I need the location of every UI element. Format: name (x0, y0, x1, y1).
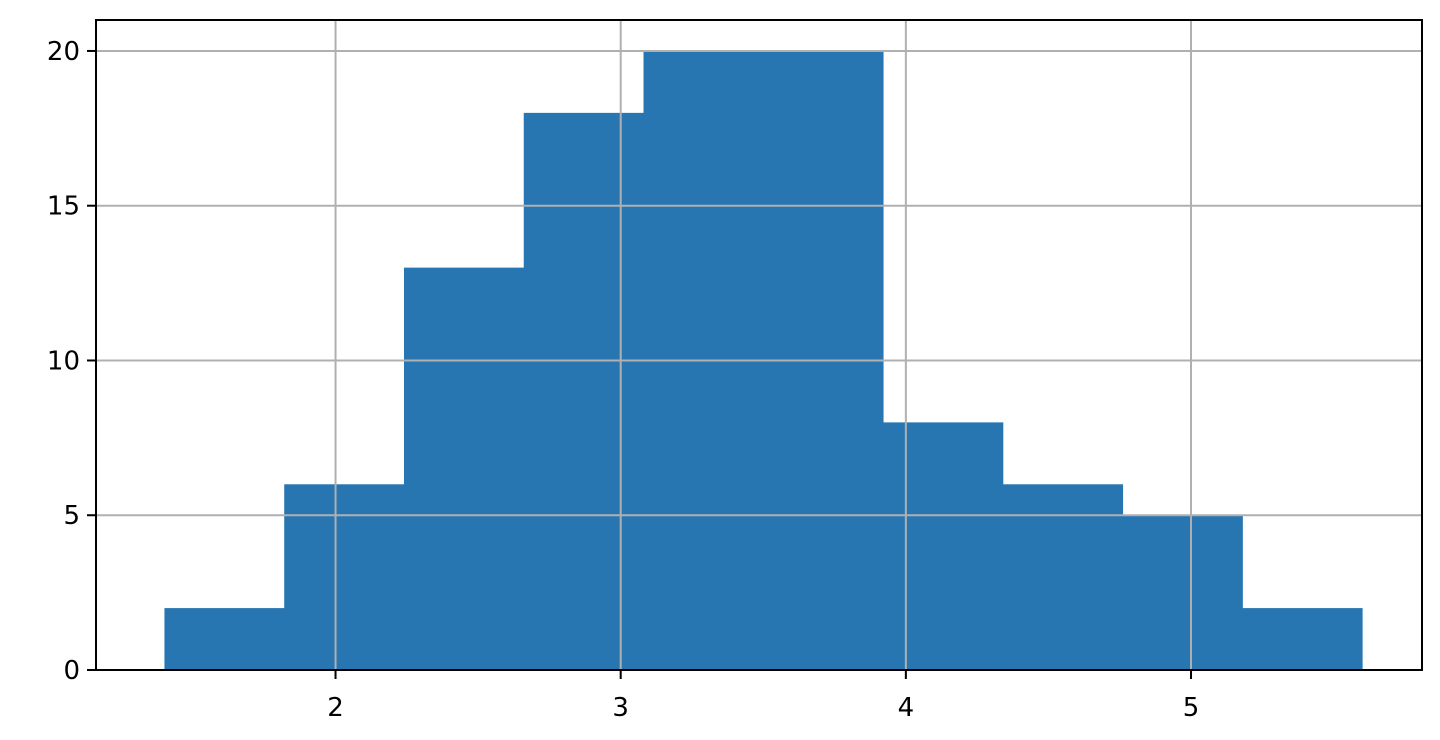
histogram-bar (883, 422, 1004, 670)
y-tick-label: 10 (47, 346, 80, 376)
y-tick-label: 20 (47, 37, 80, 67)
histogram-bar (1002, 484, 1124, 670)
x-tick-label: 2 (327, 693, 344, 723)
histogram-bar (164, 608, 285, 670)
y-tick-label: 15 (47, 192, 80, 222)
x-tick-label: 5 (1183, 693, 1200, 723)
histogram-bar (1242, 608, 1363, 670)
histogram-bar (523, 112, 645, 671)
x-tick-label: 4 (898, 693, 915, 723)
y-tick-label: 0 (63, 656, 80, 686)
histogram-bar (284, 484, 405, 670)
y-tick-label: 5 (63, 501, 80, 531)
x-tick-label: 3 (612, 693, 629, 723)
histogram-bar (1122, 515, 1243, 670)
histogram-bar (403, 267, 525, 670)
ticks-group: 2 3 4 5 0 5 10 15 20 (47, 37, 1199, 723)
axes-frame (95, 19, 1423, 671)
